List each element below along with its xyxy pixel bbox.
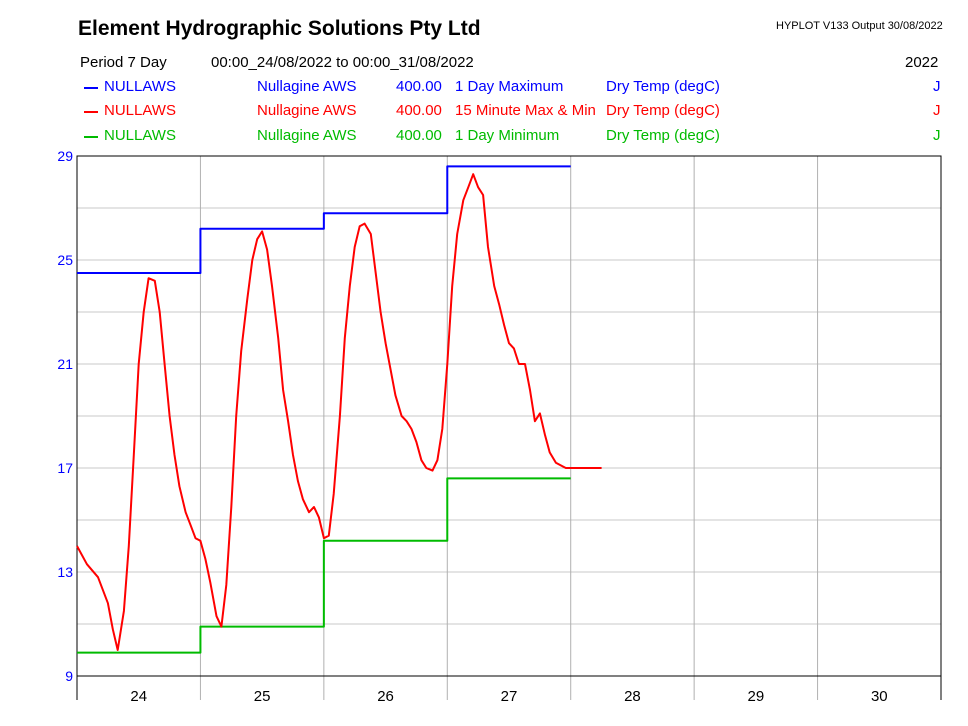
legend-flag: J <box>933 102 941 119</box>
legend-swatch-max <box>84 87 98 89</box>
y-tick-label: 21 <box>57 356 73 372</box>
legend-param: Dry Temp (degC) <box>606 127 720 144</box>
y-tick-label: 9 <box>65 668 73 684</box>
period-range: 00:00_24/08/2022 to 00:00_31/08/2022 <box>211 54 474 71</box>
legend-swatch-15min <box>84 111 98 113</box>
legend-site: NULLAWS <box>104 78 176 95</box>
series-line-1-day-minimum <box>77 477 571 654</box>
legend-site: NULLAWS <box>104 127 176 144</box>
legend-var: 400.00 <box>396 102 442 119</box>
series-line-15-minute-max-min <box>76 173 602 651</box>
legend-row-min: NULLAWS Nullagine AWS 400.00 1 Day Minim… <box>0 127 968 147</box>
legend-swatch-min <box>84 136 98 138</box>
y-tick-label: 13 <box>57 564 73 580</box>
legend-param: Dry Temp (degC) <box>606 102 720 119</box>
legend-var: 400.00 <box>396 78 442 95</box>
period-label: Period 7 Day <box>80 54 167 71</box>
report-title: Element Hydrographic Solutions Pty Ltd <box>78 17 481 40</box>
y-tick-label: 29 <box>57 148 73 164</box>
version-output-label: HYPLOT V133 Output 30/08/2022 <box>776 20 943 32</box>
series-line-1-day-maximum <box>77 165 571 274</box>
plot-frame <box>76 155 942 677</box>
legend-stat: 15 Minute Max & Min <box>455 102 596 119</box>
legend-row-max: NULLAWS Nullagine AWS 400.00 1 Day Maxim… <box>0 78 968 98</box>
x-tick-label: 29 <box>748 688 765 705</box>
legend-row-15min: NULLAWS Nullagine AWS 400.00 15 Minute M… <box>0 102 968 122</box>
legend-stat: 1 Day Minimum <box>455 127 560 144</box>
legend-site: NULLAWS <box>104 102 176 119</box>
x-tick-label: 28 <box>624 688 641 705</box>
year-label: 2022 <box>905 54 939 71</box>
y-tick-label: 17 <box>57 460 73 476</box>
legend-var: 400.00 <box>396 127 442 144</box>
legend-name: Nullagine AWS <box>257 102 357 119</box>
x-tick-label: 26 <box>377 688 394 705</box>
legend-flag: J <box>933 127 941 144</box>
legend-stat: 1 Day Maximum <box>455 78 564 95</box>
y-tick-label: 25 <box>57 252 73 268</box>
legend-name: Nullagine AWS <box>257 127 357 144</box>
legend-flag: J <box>933 78 941 95</box>
legend-param: Dry Temp (degC) <box>606 78 720 95</box>
x-tick-label: 27 <box>501 688 518 705</box>
x-tick-label: 30 <box>871 688 888 705</box>
legend-name: Nullagine AWS <box>257 78 357 95</box>
x-tick-label: 24 <box>130 688 147 705</box>
x-tick-label: 25 <box>254 688 271 705</box>
